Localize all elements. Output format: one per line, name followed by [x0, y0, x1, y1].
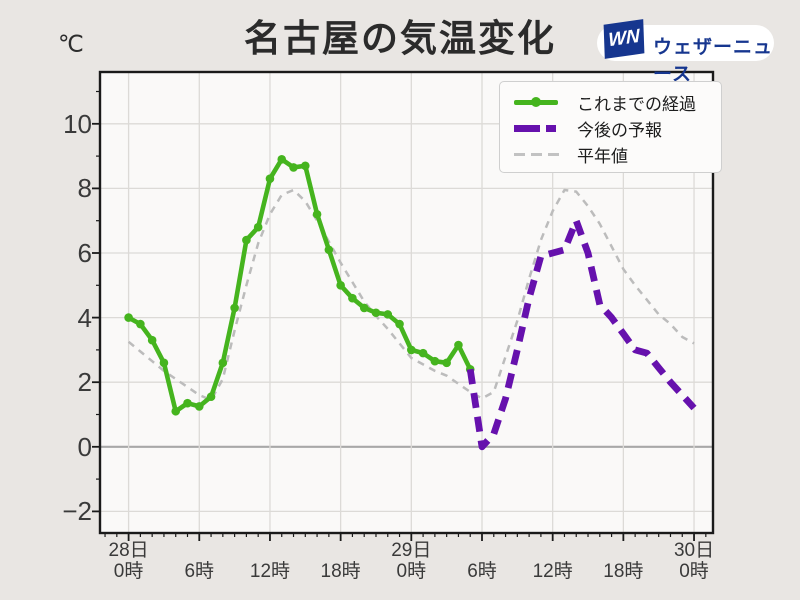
x-axis-hour-label: 12時	[532, 561, 573, 582]
x-axis-hour-label: 12時	[249, 561, 291, 582]
y-axis-tick-label: 8	[77, 173, 92, 204]
y-axis-tick-label: −2	[62, 496, 92, 527]
y-axis-tick-label: 6	[77, 238, 92, 268]
legend-item-normal: 平年値	[512, 141, 721, 167]
y-axis-tick-label: 10	[63, 108, 92, 139]
wn-logo-icon: WN	[603, 19, 645, 59]
x-axis-hour-label: 6時	[184, 561, 215, 582]
normal-line-swatch-icon	[512, 148, 564, 160]
x-axis-hour-label: 0時	[679, 561, 709, 582]
weathernews-logo: WN ウェザーニュース	[597, 19, 774, 85]
y-axis-tick-label: 4	[77, 302, 92, 333]
x-axis-day-label: 29日	[391, 540, 432, 561]
x-axis-day-label: 30日	[673, 540, 715, 561]
x-axis-day-label: 28日	[108, 540, 149, 561]
y-axis-unit-label: ℃	[58, 31, 84, 57]
page-title: 名古屋の気温変化	[244, 18, 556, 59]
legend-label: 今後の予報	[577, 120, 662, 140]
legend-item-past: これまでの経過	[512, 89, 721, 115]
x-axis-hour-label: 18時	[603, 561, 644, 582]
y-axis-tick-label: 0	[77, 431, 92, 462]
forecast-line-swatch-icon	[512, 122, 564, 134]
x-axis-hour-label: 0時	[113, 561, 144, 582]
x-axis-hour-label: 6時	[467, 561, 497, 582]
legend-item-forecast: 今後の予報	[512, 115, 721, 141]
x-axis-hour-label: 18時	[320, 561, 361, 582]
legend-label: これまでの経過	[577, 94, 696, 114]
x-axis-hour-label: 0時	[396, 561, 427, 582]
logo-text: ウェザーニュース	[653, 37, 774, 85]
legend-label: 平年値	[577, 146, 628, 166]
y-axis-tick-label: 2	[77, 367, 92, 398]
past-line-swatch-icon	[512, 96, 564, 108]
chart-legend: これまでの経過 今後の予報 平年値	[499, 81, 722, 173]
